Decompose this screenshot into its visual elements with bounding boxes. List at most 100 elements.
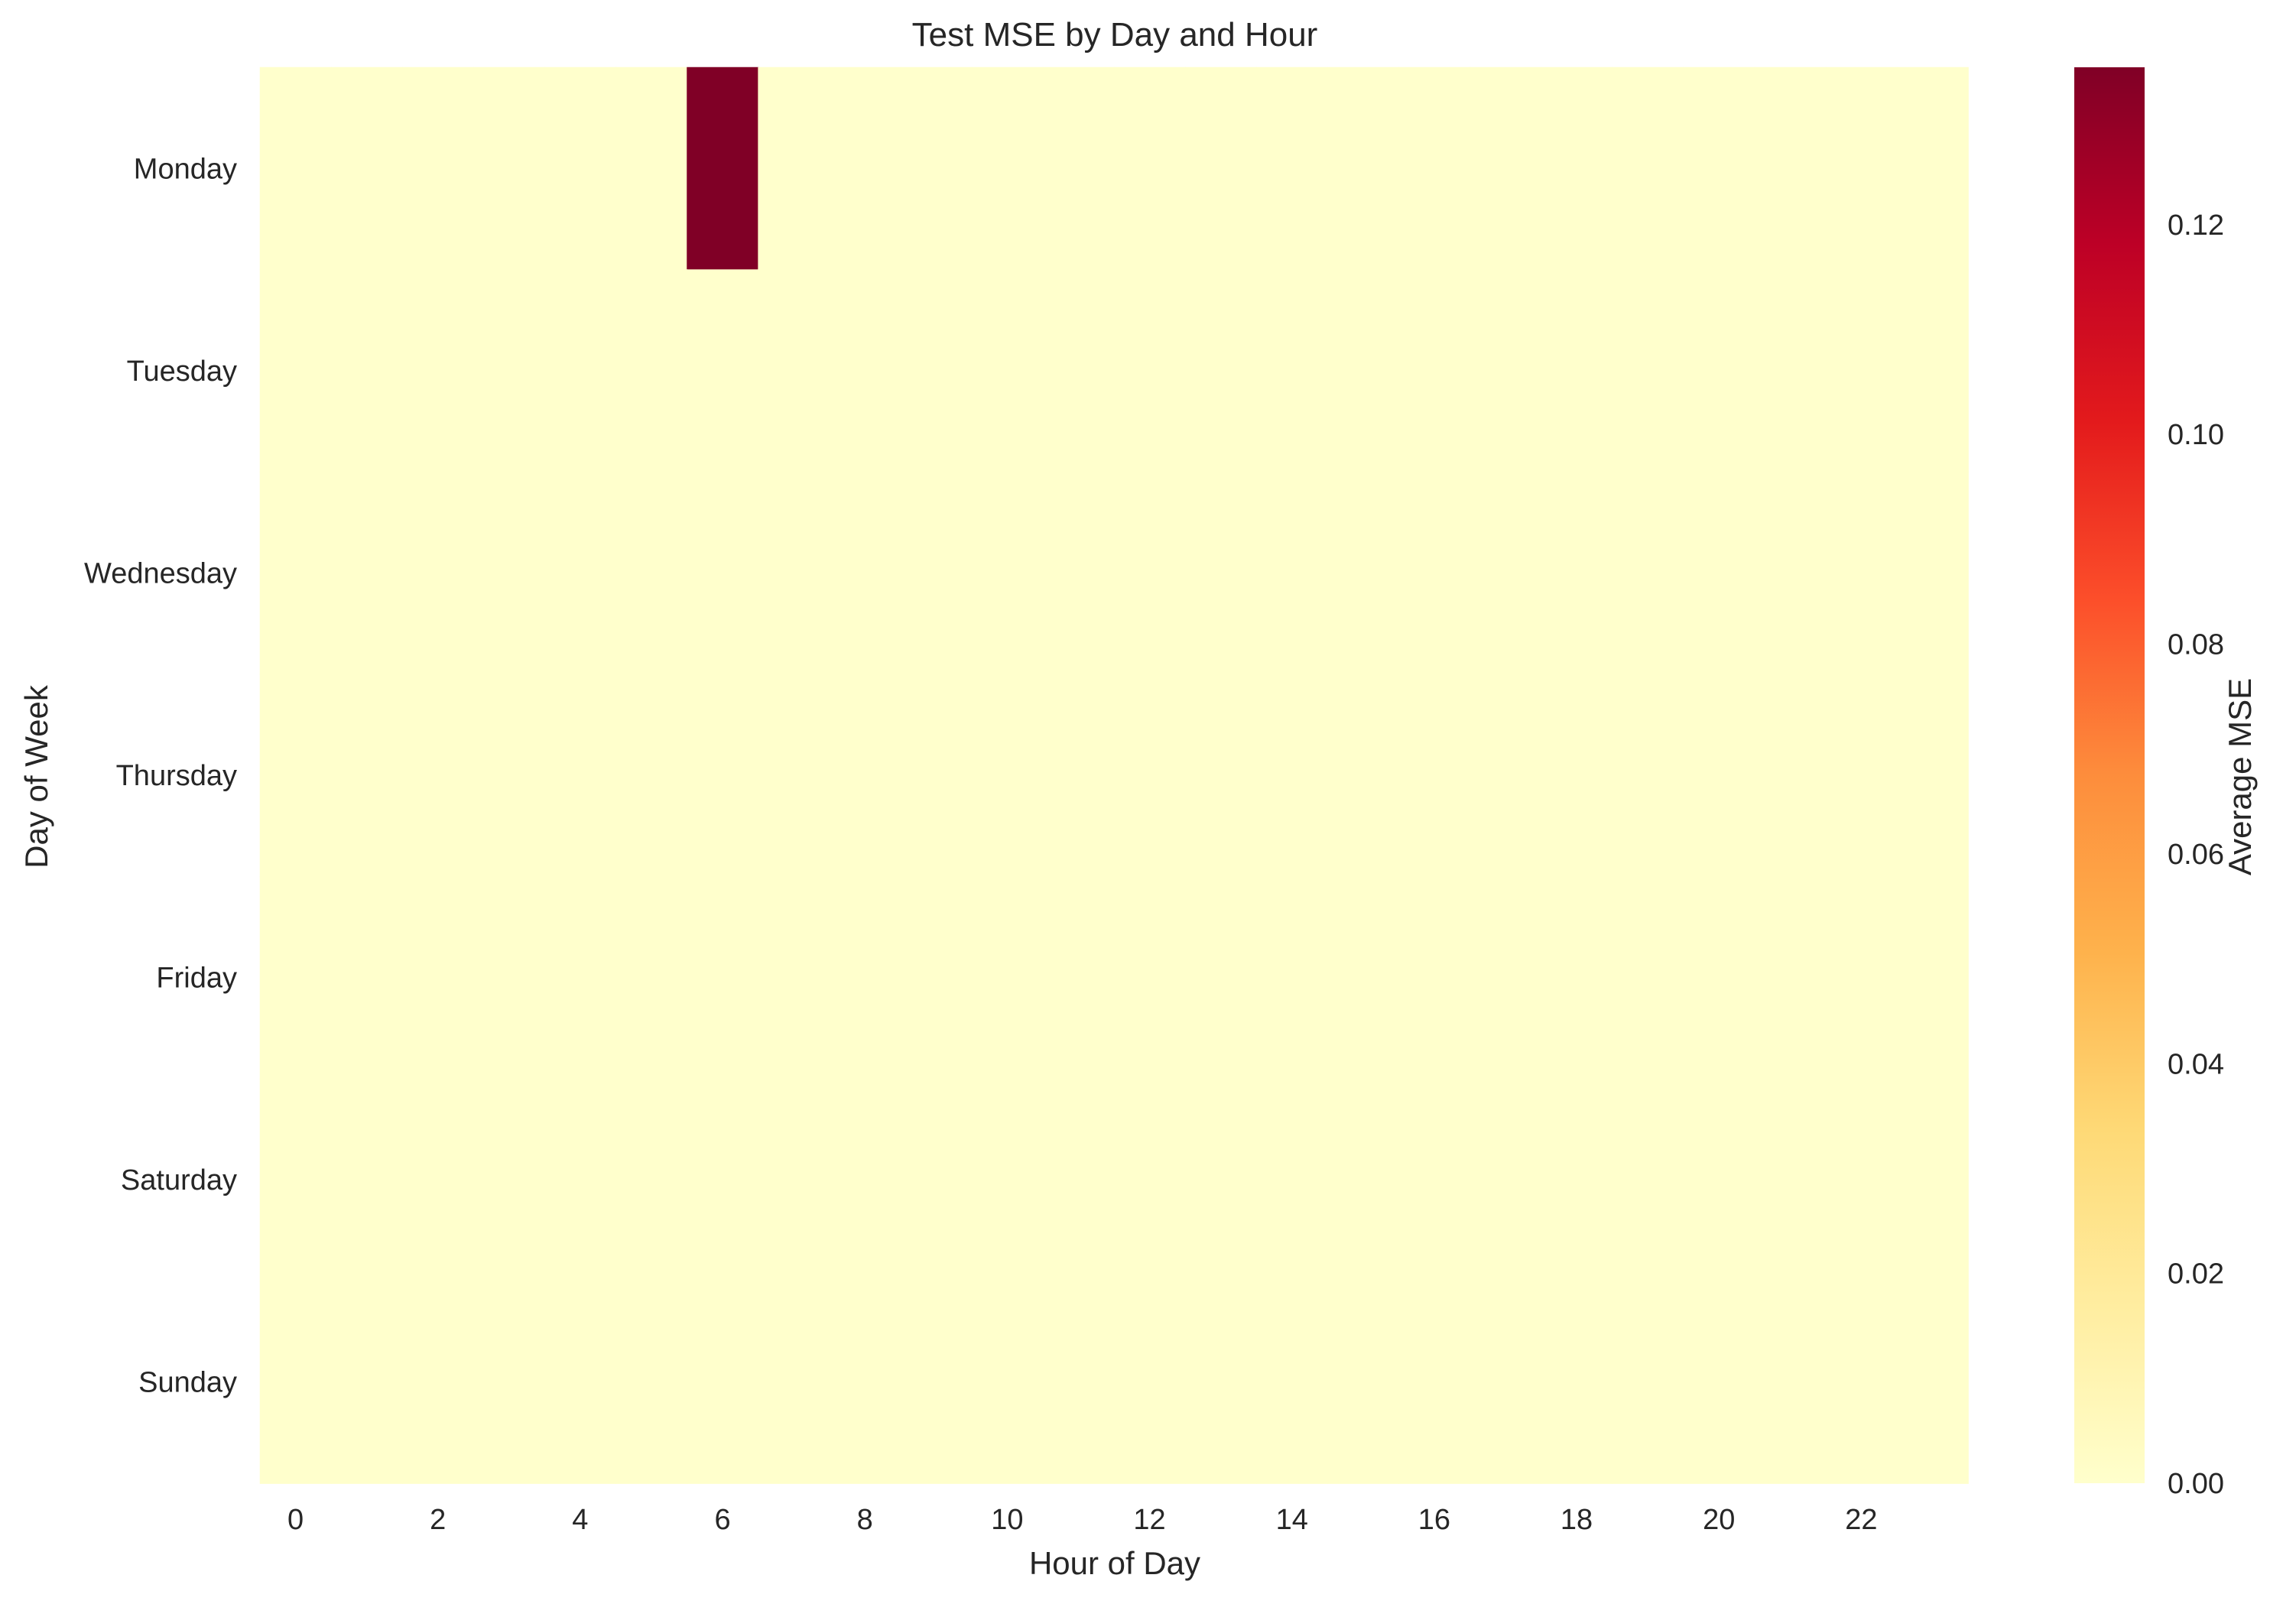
colorbar-tick-label: 0.04 xyxy=(2168,1048,2224,1080)
heatmap-cell xyxy=(473,876,546,1080)
heatmap-cell xyxy=(1754,471,1827,675)
heatmap-cell xyxy=(900,876,973,1080)
colorbar-tick-label: 0.12 xyxy=(2168,209,2224,242)
heatmap-cell xyxy=(900,269,973,472)
x-tick-label: 20 xyxy=(1703,1504,1735,1536)
heatmap-cell xyxy=(1042,674,1115,878)
x-tick-label: 22 xyxy=(1845,1504,1877,1536)
heatmap-cell xyxy=(330,1281,404,1484)
heatmap-cell xyxy=(473,1078,546,1282)
heatmap-cell xyxy=(1327,876,1400,1080)
y-tick-label: Saturday xyxy=(121,1164,237,1197)
heatmap-cell xyxy=(615,876,688,1080)
heatmap-cell xyxy=(829,269,901,472)
heatmap-cell xyxy=(1612,67,1684,271)
heatmap-cell xyxy=(829,674,901,878)
x-tick-label: 6 xyxy=(714,1504,730,1536)
heatmap-cell xyxy=(1541,1281,1613,1484)
colorbar xyxy=(2074,67,2145,1483)
heatmap-cell xyxy=(1896,67,1969,271)
heatmap-cell xyxy=(1470,471,1542,675)
heatmap-cell xyxy=(1327,674,1400,878)
heatmap-cell xyxy=(1754,1078,1827,1282)
heatmap-cell xyxy=(259,674,332,878)
colorbar-tick-label: 0.00 xyxy=(2168,1468,2224,1500)
heatmap-cell xyxy=(473,674,546,878)
heatmap-cell xyxy=(1327,1078,1400,1282)
heatmap-cell xyxy=(1184,674,1258,878)
heatmap-cell xyxy=(1541,471,1613,675)
heatmap-cell xyxy=(900,471,973,675)
heatmap-cell xyxy=(1042,1281,1115,1484)
heatmap-cell xyxy=(1825,674,1898,878)
heatmap-cell xyxy=(1612,876,1684,1080)
heatmap-cell xyxy=(1398,1281,1471,1484)
heatmap-cell xyxy=(330,876,404,1080)
heatmap-cell xyxy=(1754,269,1827,472)
heatmap-cell xyxy=(615,67,688,271)
heatmap-cell xyxy=(401,269,475,472)
heatmap-cell xyxy=(687,1078,759,1282)
heatmap-cell xyxy=(1113,269,1186,472)
heatmap-cell xyxy=(544,67,617,271)
heatmap-cell xyxy=(829,471,901,675)
heatmap-cell xyxy=(758,269,830,472)
heatmap-cell xyxy=(1896,471,1969,675)
heatmap-cell xyxy=(1398,269,1471,472)
heatmap-cell xyxy=(1612,1078,1684,1282)
heatmap-cell xyxy=(687,1281,759,1484)
x-tick-label: 14 xyxy=(1276,1504,1308,1536)
heatmap-cell xyxy=(330,67,404,271)
heatmap-cell xyxy=(971,674,1044,878)
heatmap-cell xyxy=(758,67,830,271)
heatmap-cell xyxy=(1825,1281,1898,1484)
x-axis-label: Hour of Day xyxy=(1029,1545,1200,1581)
heatmap-cell xyxy=(401,674,475,878)
heatmap-cell xyxy=(1113,674,1186,878)
heatmap-cell xyxy=(687,674,759,878)
y-axis-ticks: Monday Tuesday Wednesday Thursday Friday Satu… xyxy=(84,153,237,1398)
heatmap-cell xyxy=(473,471,546,675)
heatmap-cell xyxy=(1896,876,1969,1080)
heatmap-cell xyxy=(1398,674,1471,878)
y-tick-label: Thursday xyxy=(116,760,237,792)
heatmap-cell xyxy=(615,674,688,878)
heatmap-cell xyxy=(687,67,759,271)
heatmap-cell xyxy=(1470,1078,1542,1282)
heatmap-cell xyxy=(1470,67,1542,271)
heatmap-cell xyxy=(330,269,404,472)
heatmap-cell xyxy=(1683,876,1755,1080)
heatmap-cell xyxy=(330,471,404,675)
x-tick-label: 8 xyxy=(857,1504,873,1536)
heatmap-cell xyxy=(829,67,901,271)
heatmap-cell xyxy=(1754,876,1827,1080)
heatmap-cell xyxy=(401,876,475,1080)
heatmap-cell xyxy=(1398,1078,1471,1282)
heatmap-cell xyxy=(401,67,475,271)
heatmap-cell xyxy=(1327,269,1400,472)
heatmap-cell xyxy=(687,876,759,1080)
x-tick-label: 16 xyxy=(1418,1504,1450,1536)
heatmap-cell xyxy=(1754,67,1827,271)
heatmap-cell xyxy=(1042,269,1115,472)
heatmap-cell xyxy=(1683,471,1755,675)
heatmap-cell xyxy=(687,471,759,675)
heatmap-cell xyxy=(473,67,546,271)
heatmap-cell xyxy=(1470,674,1542,878)
heatmap-cell xyxy=(1113,1281,1186,1484)
heatmap-cell xyxy=(473,269,546,472)
heatmap-cell xyxy=(1113,1078,1186,1282)
heatmap-cell xyxy=(1683,674,1755,878)
heatmap-cell xyxy=(1113,471,1186,675)
heatmap-cell xyxy=(1042,67,1115,271)
heatmap-cell xyxy=(900,674,973,878)
heatmap-cell xyxy=(1612,674,1684,878)
colorbar-tick-label: 0.06 xyxy=(2168,839,2224,871)
heatmap-cell xyxy=(544,1078,617,1282)
heatmap-cell xyxy=(401,1281,475,1484)
heatmap-cell xyxy=(544,269,617,472)
x-tick-label: 10 xyxy=(991,1504,1023,1536)
heatmap-cell xyxy=(1612,471,1684,675)
heatmap-cell xyxy=(259,269,332,472)
heatmap-cell xyxy=(615,1281,688,1484)
